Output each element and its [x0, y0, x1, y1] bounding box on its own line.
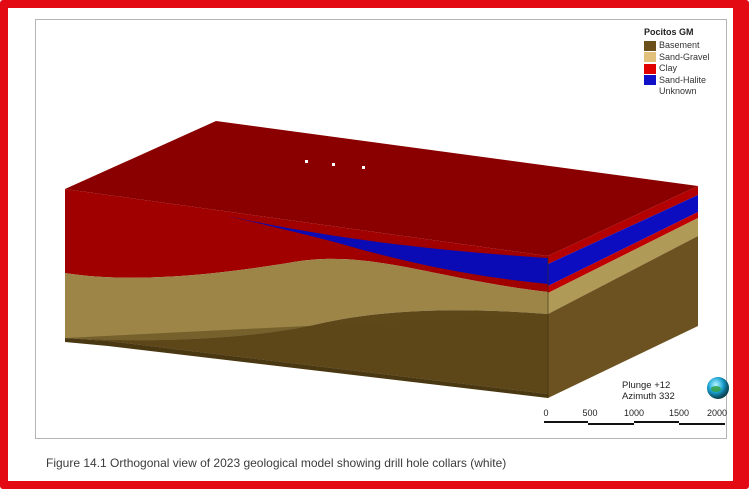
drill-hole-collar	[362, 166, 365, 169]
scale-tick-label: 500	[582, 408, 597, 418]
figure-panel: 0 500 1000 1500 2000 Pocitos GM Basement…	[8, 8, 733, 481]
drill-hole-collar	[332, 163, 335, 166]
legend-label: Unknown	[659, 86, 697, 97]
legend-swatch	[644, 75, 656, 86]
legend-swatch	[644, 87, 656, 97]
geological-block-model: 0 500 1000 1500 2000	[65, 121, 727, 425]
scale-tick-label: 1500	[669, 408, 689, 418]
right-clay-layer	[548, 186, 698, 264]
legend-label: Sand-Halite	[659, 74, 707, 85]
scale-tick-label: 0	[543, 408, 548, 418]
right-sand-halite-layer	[548, 195, 698, 286]
legend: Pocitos GM Basement Sand-Gravel Clay San…	[644, 27, 710, 98]
front-clay-layer	[65, 189, 548, 292]
legend-label: Clay	[659, 63, 678, 74]
right-sand-gravel-layer	[548, 218, 698, 314]
model-top-surface	[65, 121, 698, 256]
legend-item-sand-gravel: Sand-Gravel	[644, 52, 710, 64]
globe-icon[interactable]	[707, 377, 729, 399]
legend-item-unknown: Unknown	[644, 86, 710, 98]
scale-tick-label: 2000	[707, 408, 727, 418]
front-sand-gravel-layer	[65, 258, 548, 341]
scale-tick-label: 1000	[624, 408, 644, 418]
orientation-readout: Plunge +12 Azimuth 332	[622, 380, 675, 402]
legend-item-sand-halite: Sand-Halite	[644, 75, 710, 87]
legend-title: Pocitos GM	[644, 27, 694, 37]
legend-swatch	[644, 40, 656, 51]
figure-caption: Figure 14.1 Orthogonal view of 2023 geol…	[46, 456, 507, 470]
front-lower-edge	[65, 338, 548, 398]
legend-item-clay: Clay	[644, 63, 710, 75]
front-basement-bottom	[65, 314, 548, 394]
legend-label: Sand-Gravel	[659, 51, 710, 62]
azimuth-label: Azimuth 332	[622, 391, 675, 402]
scale-bar: 0 500 1000 1500 2000	[543, 408, 727, 425]
legend-item-basement: Basement	[644, 40, 710, 52]
legend-label: Basement	[659, 40, 700, 51]
plunge-label: Plunge +12	[622, 380, 671, 391]
right-basement-layer	[548, 236, 698, 398]
legend-swatch	[644, 52, 656, 63]
right-clay-lower-layer	[548, 212, 698, 293]
front-sand-halite-layer	[228, 216, 548, 284]
drill-hole-collar	[305, 160, 308, 163]
legend-swatch	[644, 63, 656, 74]
